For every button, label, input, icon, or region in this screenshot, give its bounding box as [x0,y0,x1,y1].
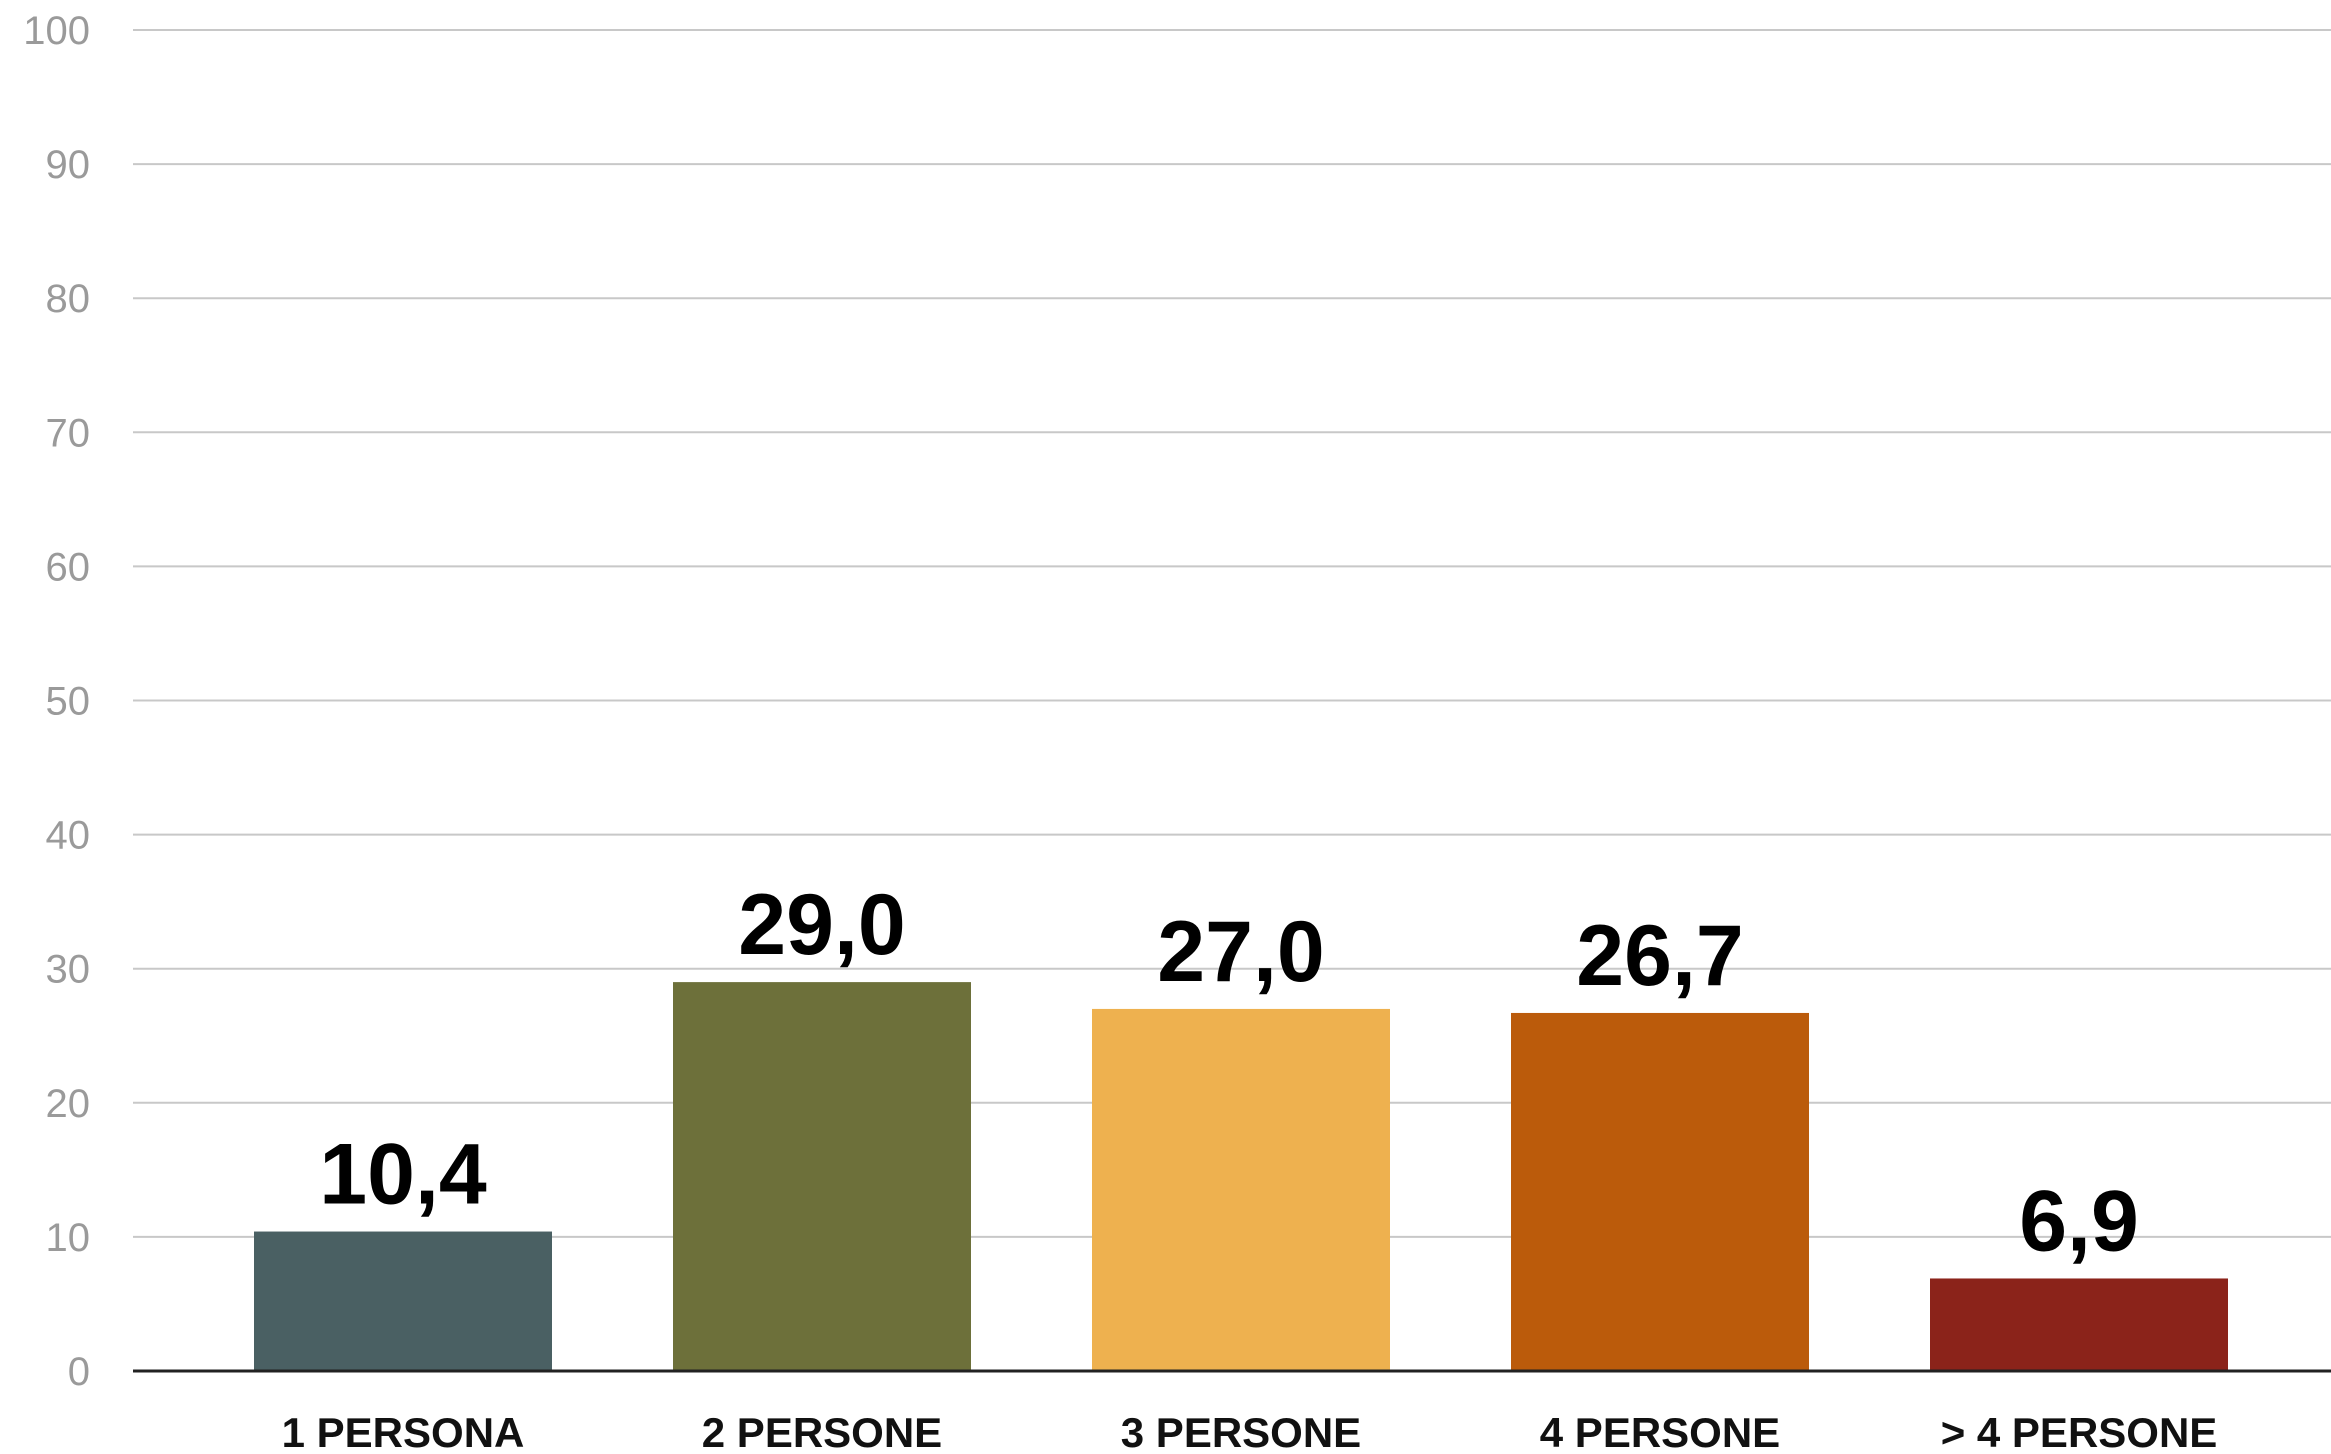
bar [1511,1012,1809,1371]
data-label: 10,4 [319,1127,487,1223]
y-tick-label: 0 [68,1350,90,1394]
y-tick-label: 100 [23,9,90,53]
bar [1930,1278,2228,1371]
y-tick-label: 60 [46,545,91,589]
y-tick-label: 50 [46,680,91,724]
y-tick-label: 10 [46,1216,91,1260]
data-label: 26,7 [1576,908,1743,1004]
bar [673,982,971,1371]
y-tick-label: 20 [46,1082,91,1126]
x-tick-label: 2 PERSONE [702,1409,942,1454]
x-tick-label: 3 PERSONE [1121,1409,1361,1454]
y-tick-label: 30 [46,948,91,992]
gridlines [133,29,2331,1238]
data-label: 29,0 [738,877,905,973]
y-tick-label: 80 [46,277,91,321]
x-axis-ticks: 1 PERSONA 2 PERSONE 3 PERSONE 4 PERSONE > 4 … [282,1409,2218,1454]
bars [254,982,2228,1371]
bar [254,1231,552,1371]
y-tick-label: 70 [46,411,91,455]
x-tick-label: 1 PERSONA [282,1409,525,1454]
y-axis-ticks: 0 10 20 30 40 50 60 70 80 90 100 [23,9,90,1394]
x-tick-label: 4 PERSONE [1540,1409,1780,1454]
x-tick-label: > 4 PERSONE [1941,1409,2218,1454]
data-label: 27,0 [1157,904,1324,1000]
y-tick-label: 90 [46,143,91,187]
data-labels: 10,4 29,0 27,0 26,7 6,9 [319,877,2138,1269]
bar [1092,1008,1390,1371]
y-tick-label: 40 [46,814,91,858]
data-label: 6,9 [2019,1173,2139,1269]
